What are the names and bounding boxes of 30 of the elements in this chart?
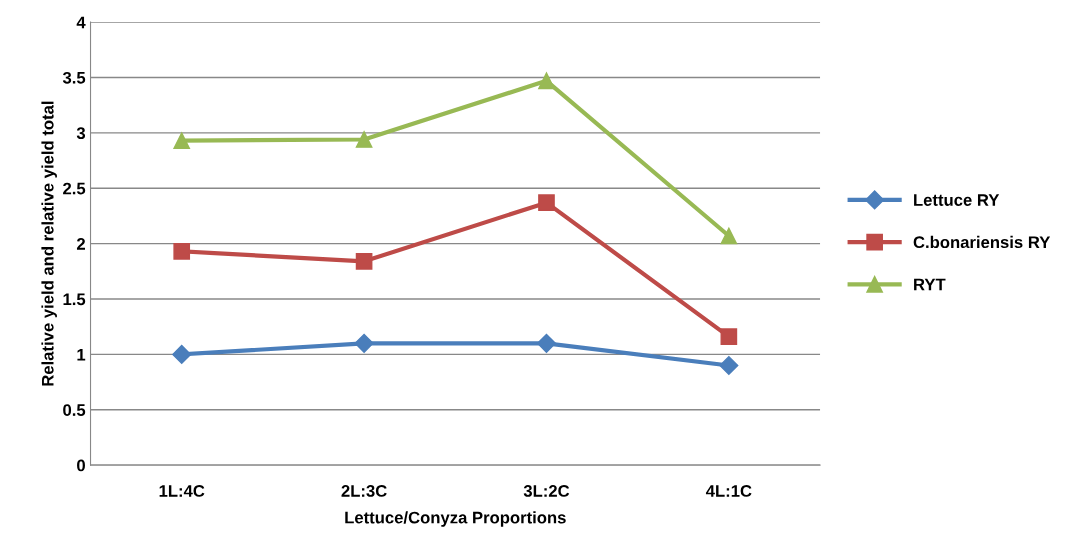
x-axis-title: Lettuce/Conyza Proportions — [345, 511, 566, 527]
legend-label: Lettuce RY — [914, 194, 1000, 206]
y-tick-label: 3 — [76, 127, 86, 140]
point — [536, 333, 557, 353]
point — [172, 344, 192, 364]
y-tick-label: 1 — [77, 348, 86, 361]
y-tick-label: 4 — [76, 16, 86, 29]
point — [720, 328, 738, 346]
y-tick-label: 0 — [77, 459, 85, 472]
point — [173, 243, 191, 260]
y-tick-label: 1.5 — [63, 293, 86, 306]
point — [538, 194, 555, 211]
point — [719, 355, 739, 376]
point — [354, 333, 374, 353]
point — [355, 131, 373, 148]
x-tick-label: 4L:1C — [705, 485, 752, 497]
point — [538, 72, 555, 90]
y-tick-label: 0.5 — [63, 404, 86, 416]
x-tick-label: 1L:4C — [159, 485, 205, 497]
point — [355, 253, 373, 270]
point — [173, 132, 191, 149]
y-axis-title: Relative yield and relative yield total — [41, 101, 57, 386]
y-tick-label: 2.5 — [63, 182, 86, 195]
x-tick-label: 2L:3C — [341, 485, 387, 497]
x-tick-label: 3L:2C — [523, 485, 570, 497]
point — [720, 227, 738, 245]
legend-label: C.bonariensis RY — [913, 235, 1051, 249]
legend-label: RYT — [914, 278, 946, 291]
y-tick-label: 3.5 — [62, 71, 86, 84]
y-tick-label: 2 — [76, 238, 85, 250]
